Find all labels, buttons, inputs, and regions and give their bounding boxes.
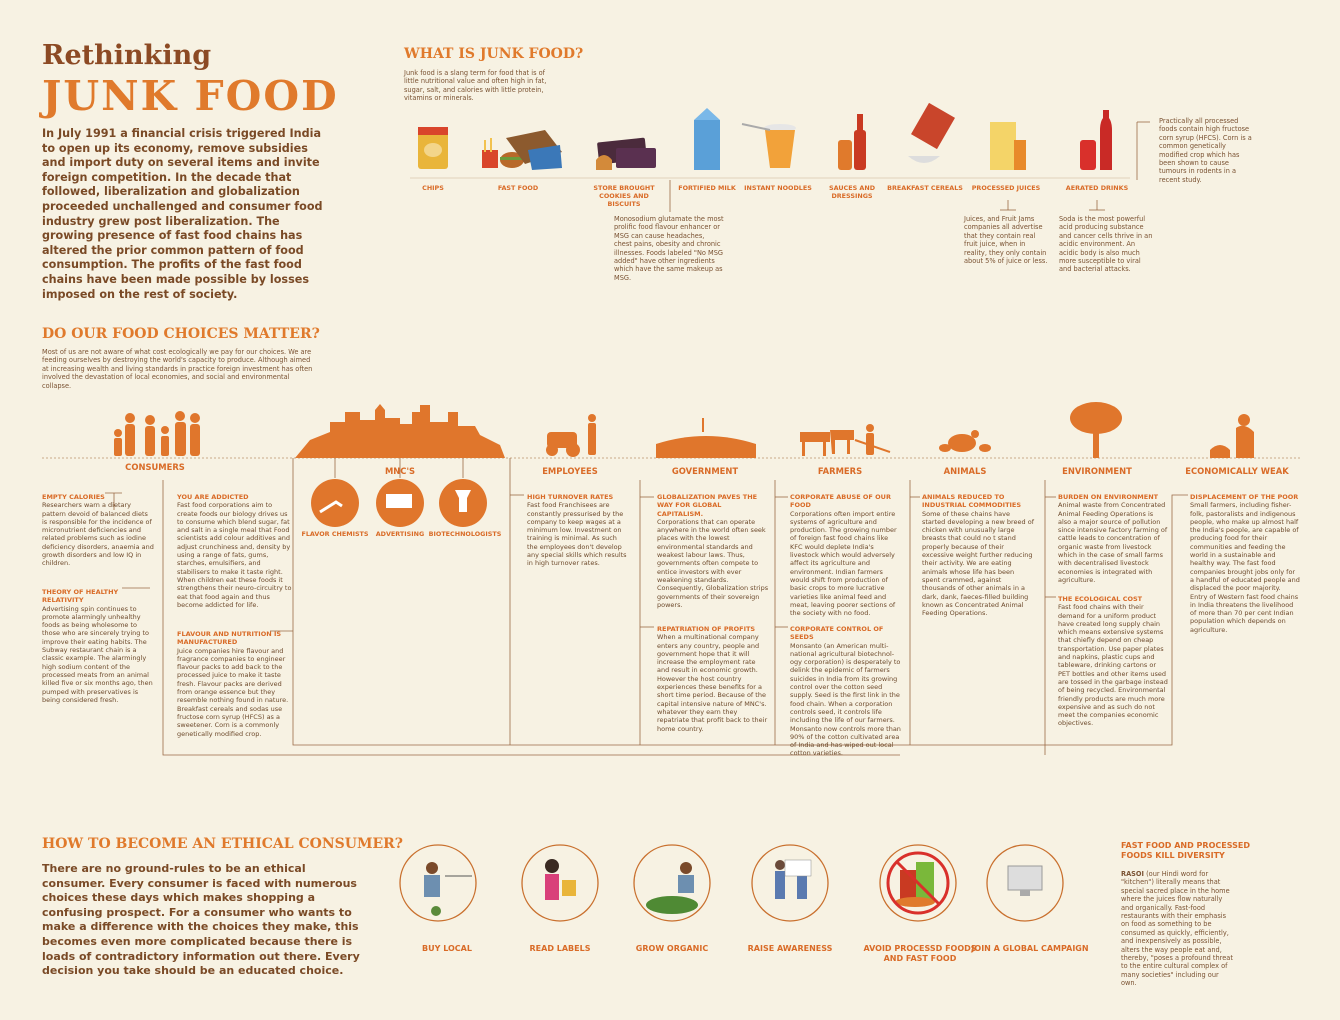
text-block: CORPORATE CONTROL OF SEEDS Monsanto (an A… [790, 625, 902, 758]
block-title: HIGH TURNOVER RATES [527, 493, 614, 501]
section-heading: WHAT IS JUNK FOOD? [404, 46, 584, 62]
text-block: CORPORATE ABUSE OF OUR FOOD Corporations … [790, 493, 902, 617]
description: There are no ground-rules to be an ethic… [42, 862, 360, 978]
section-heading: HOW TO BECOME AN ETHICAL CONSUMER? [42, 836, 403, 852]
block-text: When a multinational company enters any … [657, 633, 768, 733]
text-block: EMPTY CALORIES Researchers warn a dietary… [42, 493, 154, 568]
block-text: Some of these chains have started develo… [922, 509, 1034, 618]
title-main: JUNK FOOD [42, 72, 339, 120]
text: (our Hindi word for "kitchen") literally… [1121, 870, 1233, 988]
group-label: ECONOMICALLY WEAK [1185, 466, 1289, 476]
block-title: EMPTY CALORIES [42, 493, 105, 501]
subgroup-label: BIOTECHNOLOGISTS [428, 530, 502, 538]
block-title: THE ECOLOGICAL COST [1058, 595, 1143, 603]
block-text: Corporations often import entire systems… [790, 509, 897, 618]
block-title: CORPORATE ABUSE OF OUR FOOD [790, 493, 891, 510]
group-label: ANIMALS [943, 466, 987, 476]
block-text: Fast food Franchisees are constantly pre… [527, 501, 627, 568]
group-label: CONSUMERS [125, 462, 185, 472]
group-label: MNC'S [384, 466, 416, 476]
block-title: BURDEN ON ENVIRONMENT [1058, 493, 1159, 501]
item-label: AERATED DRINKS [1065, 184, 1129, 192]
junk-food-icons [418, 102, 1112, 170]
silhouettes [114, 402, 1254, 458]
block-text: Small farmers, including fisher-folk, pa… [1190, 501, 1300, 634]
block-text: Animal waste from Concentrated Animal Fe… [1058, 501, 1168, 584]
subgroup-label: ADVERTISING [375, 530, 425, 538]
keyword: RASOI [1121, 870, 1144, 878]
note: Soda is the most powerful acid producing… [1059, 215, 1153, 274]
description: Junk food is a slang term for food that … [404, 69, 547, 103]
intro: In July 1991 a financial crisis triggere… [42, 127, 323, 301]
group-label: FARMERS [817, 466, 863, 476]
item-label: FAST FOOD [497, 184, 539, 192]
block-title: CORPORATE CONTROL OF SEEDS [790, 625, 884, 642]
item-label: CHIPS [422, 184, 444, 192]
block-text: Fast food corporations aim to create foo… [177, 501, 292, 609]
block-title: YOU ARE ADDICTED [177, 493, 249, 501]
item-label: FORTIFIED MILK [678, 184, 736, 192]
section-heading: DO OUR FOOD CHOICES MATTER? [42, 326, 320, 342]
title-top: Rethinking [42, 40, 212, 71]
ethical-icons [399, 844, 1064, 922]
block-title: THEORY OF HEALTHY RELATIVITY [42, 588, 119, 605]
text-block: FLAVOUR AND NUTRITION IS MANUFACTURED Jui… [177, 630, 289, 738]
note: Monosodium glutamate the most prolific f… [614, 215, 724, 282]
item-label: STORE BROUGHT COOKIES AND BISCUITS [593, 184, 655, 208]
text-block: YOU ARE ADDICTED Fast food corporations a… [177, 493, 292, 609]
action-label: BUY LOCAL [422, 944, 472, 953]
mnc-icons [311, 479, 487, 527]
subgroup-label: FLAVOR CHEMISTS [301, 530, 369, 538]
text-block: BURDEN ON ENVIRONMENT Animal waste from C… [1058, 493, 1168, 584]
note: Juices, and Fruit Jams companies all adv… [964, 215, 1048, 266]
text-block: THE ECOLOGICAL COST Fast food chains with… [1058, 595, 1168, 728]
block-text: Juice companies hire flavour and fragran… [177, 646, 289, 738]
group-label: ENVIRONMENT [1062, 466, 1132, 476]
text-block: HIGH TURNOVER RATES Fast food Franchisees… [527, 493, 627, 568]
text-block: THEORY OF HEALTHY RELATIVITY Advertising … [42, 588, 154, 704]
action-label: RAISE AWARENESS [747, 944, 833, 953]
action-label: JOIN A GLOBAL CAMPAIGN [971, 944, 1089, 953]
block-text: Corporations that can operate anywhere i… [657, 517, 769, 609]
action-label: READ LABELS [529, 944, 591, 953]
connectors [105, 121, 1188, 756]
block-title: ANIMALS REDUCED TO INDUSTRIAL COMMODITIE… [922, 493, 1022, 510]
group-label: GOVERNMENT [671, 466, 739, 476]
block-text: Researchers warn a dietary pattern devoi… [42, 501, 154, 568]
item-label: INSTANT NOODLES [744, 184, 812, 192]
block-title: DISPLACEMENT OF THE POOR [1190, 493, 1299, 501]
description: Most of us are not aware of what cost ec… [42, 348, 313, 390]
ethical-figures [424, 851, 1043, 916]
text-block: REPATRIATION OF PROFITS When a multinatio… [657, 625, 769, 733]
diversity-heading: FAST FOOD AND PROCESSED FOODS KILL DIVER… [1121, 841, 1250, 860]
block-title: GLOBALIZATION PAVES THE WAY FOR GLOBAL C… [657, 493, 758, 518]
action-label: GROW ORGANIC [635, 944, 709, 953]
block-title: REPATRIATION OF PROFITS [657, 625, 756, 633]
item-label: SAUCES AND DRESSINGS [828, 184, 876, 200]
diversity-text: RASOI (our Hindi word for "kitchen") lit… [1121, 870, 1233, 988]
text-block: DISPLACEMENT OF THE POOR Small farmers, i… [1190, 493, 1300, 634]
block-text: Fast food chains with their demand for a… [1058, 603, 1168, 728]
block-title: FLAVOUR AND NUTRITION IS MANUFACTURED [177, 630, 282, 647]
group-label: EMPLOYEES [542, 466, 598, 476]
action-label: AVOID PROCESSD FOODS AND FAST FOOD [863, 944, 977, 963]
note: Practically all processed foods contain … [1159, 117, 1252, 184]
text-block: ANIMALS REDUCED TO INDUSTRIAL COMMODITIE… [922, 493, 1034, 617]
item-label: BREAKFAST CEREALS [887, 184, 963, 192]
block-text: Monsanto (an American multi-national agr… [790, 641, 901, 758]
item-label: PROCESSED JUICES [971, 184, 1041, 192]
block-text: Advertising spin continues to promote al… [42, 604, 153, 704]
text-block: GLOBALIZATION PAVES THE WAY FOR GLOBAL C… [657, 493, 769, 609]
